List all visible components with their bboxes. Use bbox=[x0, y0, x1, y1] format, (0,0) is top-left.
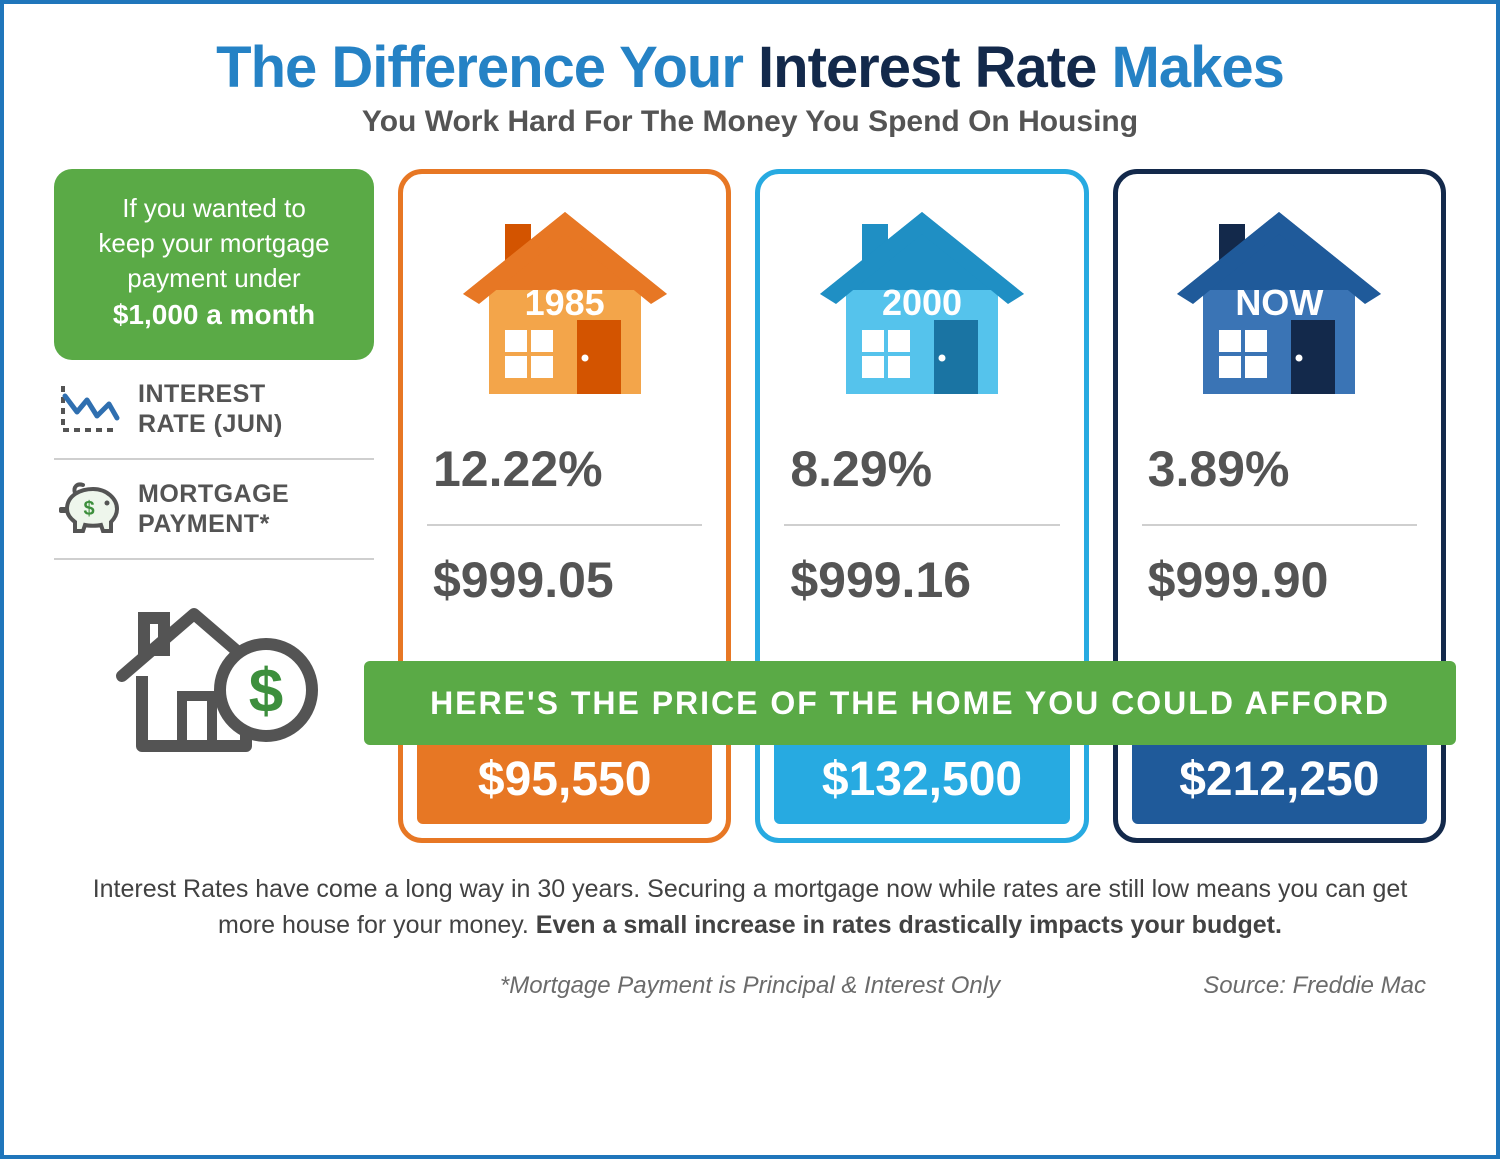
callout-line-2: keep your mortgage bbox=[98, 228, 329, 258]
subtitle: You Work Hard For The Money You Spend On… bbox=[54, 105, 1446, 139]
left-labels-column: If you wanted to keep your mortgage paym… bbox=[54, 169, 374, 843]
year-label: 1985 bbox=[445, 282, 685, 324]
year-label: NOW bbox=[1159, 282, 1399, 324]
callout-line-3: payment under bbox=[127, 263, 300, 293]
main-title: The Difference Your Interest Rate Makes bbox=[54, 34, 1446, 101]
svg-text:$: $ bbox=[83, 498, 94, 520]
interest-rate-value: 12.22% bbox=[403, 414, 726, 524]
footer-row: *Mortgage Payment is Principal & Interes… bbox=[54, 972, 1446, 1000]
piggy-bank-icon: $ bbox=[54, 481, 124, 537]
interest-rate-value: 3.89% bbox=[1118, 414, 1441, 524]
mortgage-payment-value: $999.90 bbox=[1142, 524, 1417, 634]
footnote: *Mortgage Payment is Principal & Interes… bbox=[500, 972, 1000, 1000]
row-label-interest: INTEREST RATE (JUN) bbox=[54, 360, 374, 460]
house-illustration: 1985 bbox=[403, 174, 726, 414]
row-label-mortgage: $ MORTGAGE PAYMENT* bbox=[54, 460, 374, 560]
callout-box: If you wanted to keep your mortgage paym… bbox=[54, 169, 374, 360]
year-label: 2000 bbox=[802, 282, 1042, 324]
title-block: The Difference Your Interest Rate Makes … bbox=[54, 34, 1446, 139]
chart-icon bbox=[54, 382, 124, 436]
row-label-mortgage-text: MORTGAGE PAYMENT* bbox=[138, 479, 289, 539]
source-label: Source: Freddie Mac bbox=[1000, 972, 1426, 1000]
house-icon: 2000 bbox=[802, 194, 1042, 404]
bottom-text: Interest Rates have come a long way in 3… bbox=[54, 871, 1446, 944]
house-illustration: NOW bbox=[1118, 174, 1441, 414]
row-label-interest-text: INTEREST RATE (JUN) bbox=[138, 379, 283, 439]
home-price-value: $95,550 bbox=[417, 734, 712, 824]
mortgage-payment-value: $999.05 bbox=[427, 524, 702, 634]
title-part-3: Makes bbox=[1112, 35, 1284, 100]
callout-line-1: If you wanted to bbox=[122, 193, 306, 223]
home-price-value: $212,250 bbox=[1132, 734, 1427, 824]
comparison-grid: If you wanted to keep your mortgage paym… bbox=[54, 169, 1446, 843]
callout-strong: $1,000 a month bbox=[113, 299, 315, 330]
bottom-bold: Even a small increase in rates drastical… bbox=[536, 911, 1282, 939]
home-price-value: $132,500 bbox=[774, 734, 1069, 824]
house-dollar-icon: $ bbox=[54, 586, 374, 766]
house-icon: 1985 bbox=[445, 194, 685, 404]
title-part-1: The Difference Your bbox=[216, 35, 743, 100]
mortgage-payment-value: $999.16 bbox=[784, 524, 1059, 634]
house-icon: NOW bbox=[1159, 194, 1399, 404]
title-part-2: Interest Rate bbox=[758, 35, 1096, 100]
infographic-frame: The Difference Your Interest Rate Makes … bbox=[0, 0, 1500, 1159]
interest-rate-value: 8.29% bbox=[760, 414, 1083, 524]
svg-text:$: $ bbox=[249, 657, 283, 726]
afford-band: HERE'S THE PRICE OF THE HOME YOU COULD A… bbox=[364, 661, 1456, 745]
house-illustration: 2000 bbox=[760, 174, 1083, 414]
